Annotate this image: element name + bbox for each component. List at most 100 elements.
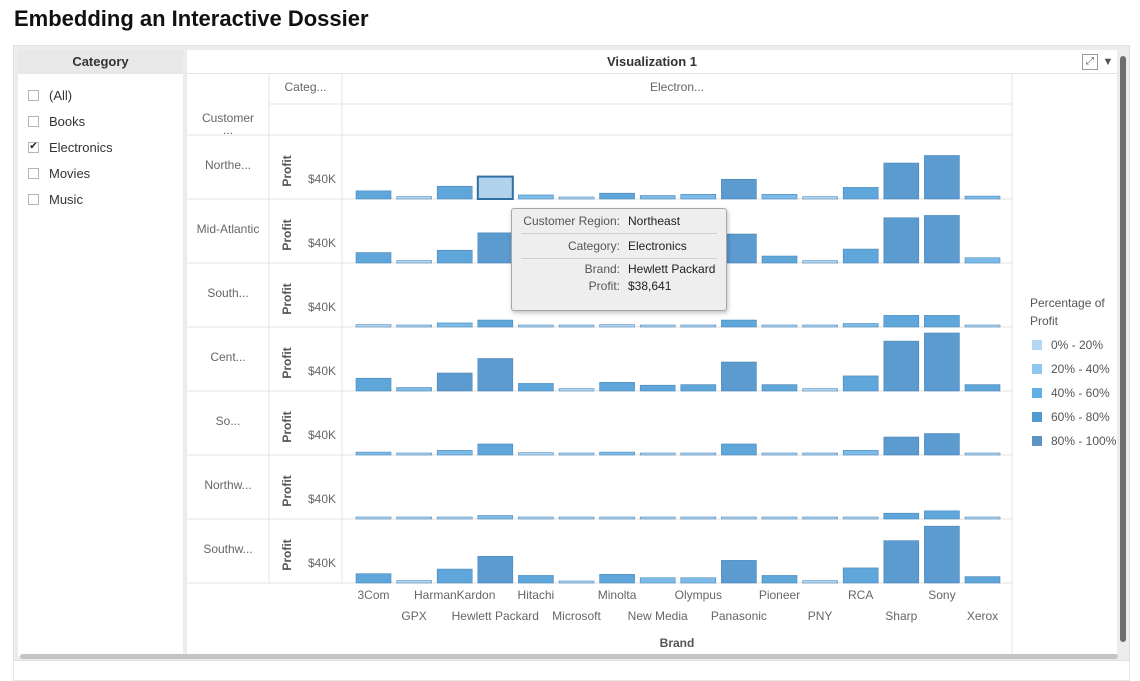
bar[interactable] (680, 577, 717, 584)
bar[interactable] (639, 577, 676, 584)
bar[interactable] (477, 319, 514, 328)
bar[interactable] (396, 324, 432, 328)
bar[interactable] (436, 450, 473, 456)
checkbox[interactable] (28, 89, 39, 101)
bar[interactable] (639, 452, 676, 456)
bar[interactable] (924, 215, 960, 264)
bar[interactable] (964, 195, 1001, 200)
bar[interactable] (964, 384, 1001, 392)
bar[interactable] (924, 155, 960, 200)
bar[interactable] (436, 185, 473, 200)
bar[interactable] (680, 194, 717, 200)
bar[interactable] (802, 516, 838, 520)
legend-item[interactable]: 60% - 80% (1032, 410, 1110, 424)
bar[interactable] (599, 451, 635, 456)
bar[interactable] (802, 324, 838, 328)
bar[interactable] (436, 249, 473, 264)
checkbox[interactable] (28, 193, 39, 205)
bar[interactable] (558, 516, 595, 520)
bar[interactable] (761, 194, 798, 200)
bar[interactable] (924, 433, 960, 456)
bar[interactable] (721, 319, 757, 328)
bar[interactable] (477, 443, 514, 456)
bar[interactable] (558, 388, 595, 392)
bar[interactable] (355, 573, 392, 584)
bar[interactable] (883, 540, 920, 584)
bar[interactable] (883, 217, 920, 264)
bar[interactable] (964, 452, 1001, 456)
bar[interactable] (761, 452, 798, 456)
bar[interactable] (842, 450, 879, 456)
bar[interactable] (883, 436, 920, 456)
bar[interactable] (802, 196, 838, 200)
bar[interactable] (599, 381, 635, 392)
expand-icon[interactable]: ⤢ (1082, 54, 1098, 70)
bar[interactable] (883, 162, 920, 200)
bar[interactable] (355, 377, 392, 392)
filter-item-electronics[interactable]: ✔ Electronics (28, 134, 183, 160)
legend-item[interactable]: 20% - 40% (1032, 362, 1110, 376)
bar[interactable] (680, 452, 717, 456)
bar[interactable] (436, 372, 473, 392)
bar[interactable] (761, 324, 798, 328)
bar[interactable] (964, 516, 1001, 520)
bar[interactable] (842, 248, 879, 264)
bar[interactable] (396, 580, 432, 584)
bar[interactable] (883, 512, 920, 520)
bar[interactable] (477, 556, 514, 584)
filter-item-music[interactable]: Music (28, 186, 183, 212)
bar[interactable] (436, 322, 473, 328)
bar[interactable] (639, 516, 676, 520)
bar[interactable] (761, 575, 798, 584)
horizontal-scroll-thumb[interactable] (20, 654, 1118, 659)
bar[interactable] (639, 195, 676, 200)
bar[interactable] (761, 384, 798, 392)
bar[interactable] (518, 516, 554, 520)
bar[interactable] (924, 332, 960, 392)
bar[interactable] (436, 568, 473, 584)
bar[interactable] (477, 515, 514, 520)
bar[interactable] (599, 573, 635, 584)
bar[interactable] (802, 388, 838, 392)
bar[interactable] (802, 580, 838, 584)
bar[interactable] (842, 187, 879, 200)
bar[interactable] (396, 452, 432, 456)
bar[interactable] (924, 510, 960, 520)
bar[interactable] (842, 375, 879, 392)
checkbox-checked[interactable]: ✔ (28, 141, 39, 153)
bar[interactable] (355, 190, 392, 200)
bar[interactable] (599, 192, 635, 200)
bar[interactable] (842, 516, 879, 520)
bar[interactable] (842, 323, 879, 328)
bar[interactable] (721, 560, 757, 584)
bar[interactable] (518, 324, 554, 328)
legend-item[interactable]: 0% - 20% (1032, 338, 1103, 352)
vertical-scroll-thumb[interactable] (1120, 56, 1126, 642)
bar[interactable] (476, 175, 514, 200)
bar[interactable] (436, 516, 473, 520)
bar[interactable] (964, 576, 1001, 584)
bar[interactable] (761, 516, 798, 520)
filter-item-movies[interactable]: Movies (28, 160, 183, 186)
bar[interactable] (639, 324, 676, 328)
bar[interactable] (518, 575, 554, 584)
bar[interactable] (680, 324, 717, 328)
bar[interactable] (924, 315, 960, 328)
bar[interactable] (396, 516, 432, 520)
bar[interactable] (558, 580, 595, 584)
bar[interactable] (964, 324, 1001, 328)
bar[interactable] (924, 525, 960, 584)
bar[interactable] (396, 387, 432, 392)
bar[interactable] (396, 260, 432, 264)
bar[interactable] (721, 443, 757, 456)
bar[interactable] (518, 452, 554, 456)
bar[interactable] (721, 361, 757, 392)
filter-item-books[interactable]: Books (28, 108, 183, 134)
bar[interactable] (396, 196, 432, 200)
bar[interactable] (883, 315, 920, 328)
bar[interactable] (883, 340, 920, 392)
legend-item[interactable]: 40% - 60% (1032, 386, 1110, 400)
bar[interactable] (355, 516, 392, 520)
bar[interactable] (558, 196, 595, 200)
bar[interactable] (680, 384, 717, 392)
